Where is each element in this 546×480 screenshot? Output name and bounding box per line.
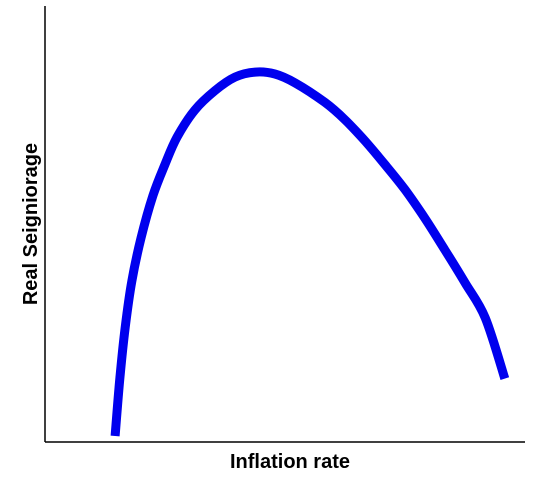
series-layer — [110, 67, 510, 437]
y-axis-label: Real Seigniorage — [20, 143, 42, 305]
axes — [44, 6, 525, 443]
x-axis-label: Inflation rate — [230, 451, 350, 473]
series-line-0 — [110, 67, 510, 437]
